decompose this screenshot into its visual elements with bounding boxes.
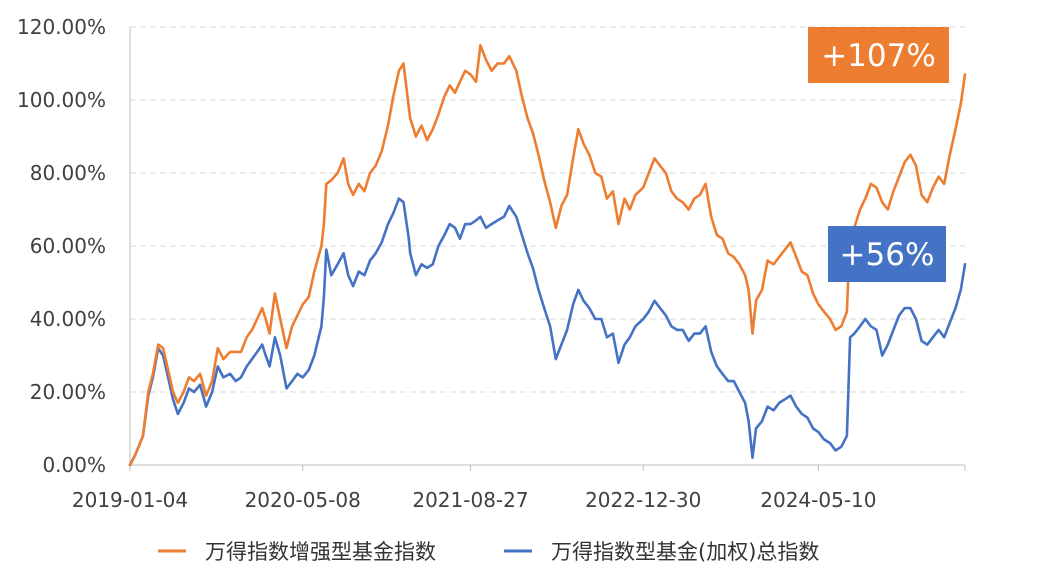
legend-item-1: 万得指数型基金(加权)总指数 <box>504 540 819 564</box>
end-label-box <box>828 226 946 282</box>
x-tick-label: 2024-05-10 <box>760 488 876 512</box>
legend: 万得指数增强型基金指数 万得指数型基金(加权)总指数 <box>158 540 819 564</box>
y-tick-label: 100.00% <box>17 88 106 112</box>
y-tick-label: 40.00% <box>30 307 106 331</box>
x-axis-tick-labels: 2019-01-04 2020-05-08 2021-08-27 2022-12-30… <box>72 488 877 512</box>
series-lines <box>128 44 967 467</box>
y-tick-label: 120.00% <box>17 15 106 39</box>
y-tick-label: 60.00% <box>30 234 106 258</box>
y-tick-label: 80.00% <box>30 161 106 185</box>
end-label-box <box>808 27 949 83</box>
x-tick-label: 2019-01-04 <box>72 488 188 512</box>
legend-label: 万得指数型基金(加权)总指数 <box>551 540 819 564</box>
series-line-1 <box>128 197 967 467</box>
x-tick-label: 2022-12-30 <box>585 488 701 512</box>
end-value-callouts: +107% +56% <box>808 27 949 282</box>
end-label-text: +107% <box>821 38 936 74</box>
end-label-0: +107% <box>808 27 949 83</box>
y-tick-label: 20.00% <box>30 380 106 404</box>
legend-label: 万得指数增强型基金指数 <box>205 540 436 564</box>
end-label-1: +56% <box>828 226 946 282</box>
end-label-text: +56% <box>840 237 935 273</box>
axes <box>129 27 966 471</box>
series-line-0 <box>128 44 967 467</box>
x-tick-label: 2020-05-08 <box>245 488 361 512</box>
x-tick-label: 2021-08-27 <box>412 488 528 512</box>
legend-item-0: 万得指数增强型基金指数 <box>158 540 436 564</box>
y-tick-label: 0.00% <box>42 453 106 477</box>
y-axis-tick-labels: 0.00% 20.00% 40.00% 60.00% 80.00% 100.00% 120.… <box>17 15 106 477</box>
